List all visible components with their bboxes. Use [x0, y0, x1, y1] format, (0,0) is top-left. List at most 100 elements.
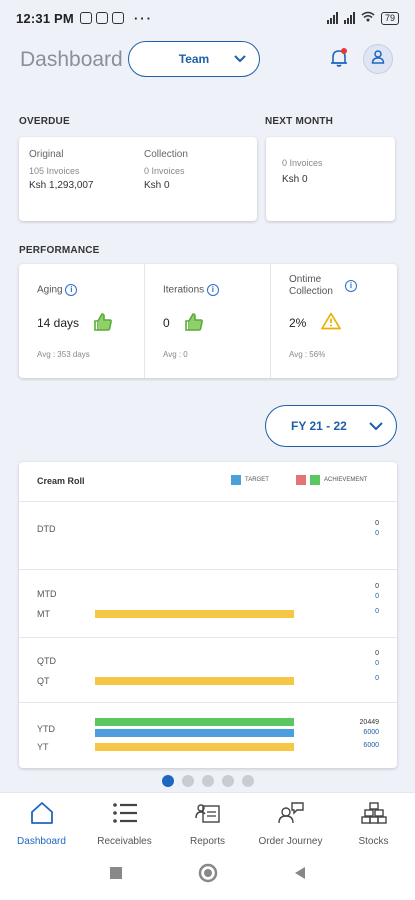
- target-achievement-chart[interactable]: Cream Roll TARGET ACHIEVEMENT DTD 0 0 MT…: [19, 462, 397, 768]
- team-selector-label: Team: [178, 52, 210, 66]
- user-profile-button[interactable]: [363, 44, 393, 74]
- collection-invoices: 0 Invoices: [144, 166, 185, 176]
- ytd-value-achievement: 20449: [359, 719, 379, 726]
- bottom-navigation: Dashboard Receivables Reports Order Jour…: [0, 792, 415, 850]
- carousel-pager: [0, 775, 415, 787]
- home-icon: [29, 801, 55, 830]
- pager-dot[interactable]: [221, 775, 234, 787]
- app-header: Dashboard Team: [0, 36, 415, 86]
- row-label-qt: QT: [37, 676, 50, 686]
- recents-icon[interactable]: [109, 866, 123, 885]
- row-label-mtd: MTD: [37, 589, 57, 599]
- ontime-collection-metric[interactable]: Ontime Collection i 2% Avg : 56%: [271, 264, 397, 378]
- signal-icon: [326, 12, 338, 24]
- legend-swatch-target: [231, 475, 241, 485]
- collection-label: Collection: [144, 149, 188, 160]
- chart-group-dtd: DTD 0 0: [19, 502, 397, 570]
- iterations-value: 0: [163, 316, 170, 330]
- system-navigation-bar: [0, 850, 415, 900]
- qtd-value-2: 0: [375, 660, 379, 667]
- mtd-value-2: 0: [375, 593, 379, 600]
- next-month-invoices: 0 Invoices: [282, 158, 323, 168]
- ontime-label-line2: Collection: [289, 286, 333, 297]
- more-notifications-icon: ···: [133, 10, 153, 26]
- row-label-mt: MT: [37, 609, 50, 619]
- original-invoices: 105 Invoices: [29, 166, 80, 176]
- aging-value: 14 days: [37, 316, 80, 330]
- dtd-value-1: 0: [375, 520, 379, 527]
- info-icon[interactable]: i: [345, 280, 357, 292]
- nav-order-journey[interactable]: Order Journey: [249, 793, 332, 850]
- message-icon: [111, 12, 124, 24]
- ontime-avg: Avg : 56%: [289, 350, 326, 359]
- ytd-value-target: 6000: [363, 729, 379, 736]
- original-amount: Ksh 1,293,007: [29, 180, 94, 191]
- back-icon[interactable]: [293, 866, 307, 885]
- ontime-value: 2%: [289, 316, 307, 330]
- nav-dashboard[interactable]: Dashboard: [0, 793, 83, 850]
- nav-label: Reports: [189, 836, 225, 847]
- dtd-value-2: 0: [375, 530, 379, 537]
- aging-avg: Avg : 353 days: [37, 350, 90, 359]
- nav-reports[interactable]: Reports: [166, 793, 249, 850]
- mt-value: 0: [375, 608, 379, 615]
- row-label-qtd: QTD: [37, 656, 56, 666]
- app-notification-icon: [95, 12, 108, 24]
- thumbs-up-icon: [93, 312, 113, 335]
- bar-ytd-target: [95, 729, 294, 737]
- info-icon[interactable]: i: [65, 284, 78, 296]
- nav-label: Receivables: [97, 836, 152, 847]
- next-month-amount: Ksh 0: [282, 174, 308, 185]
- fiscal-year-label: FY 21 - 22: [291, 419, 347, 433]
- mtd-value-1: 0: [375, 583, 379, 590]
- collection-amount: Ksh 0: [144, 180, 170, 191]
- row-label-yt: YT: [37, 742, 49, 752]
- performance-section-label: PERFORMANCE: [19, 245, 100, 256]
- battery-icon: 79: [380, 11, 399, 25]
- aging-metric[interactable]: Aging i 14 days Avg : 353 days: [19, 264, 145, 378]
- nav-receivables[interactable]: Receivables: [83, 793, 166, 850]
- bar-yt-target: [95, 743, 294, 751]
- next-month-section-label: NEXT MONTH: [265, 116, 334, 127]
- status-time: 12:31 PM: [16, 10, 74, 26]
- signal-icon: [343, 12, 355, 24]
- wifi-icon: [361, 11, 375, 25]
- nav-label: Stocks: [358, 836, 389, 847]
- row-label-ytd: YTD: [37, 724, 55, 734]
- pager-dot[interactable]: [201, 775, 214, 787]
- qt-value: 0: [375, 675, 379, 682]
- team-selector[interactable]: Team: [128, 41, 260, 77]
- chart-group-qtd: QTD 0 0 QT 0: [19, 638, 397, 703]
- home-circle-icon[interactable]: [198, 863, 218, 888]
- legend-swatch-achievement-green: [310, 475, 320, 485]
- iterations-label: Iterations: [163, 284, 205, 296]
- pager-dot[interactable]: [181, 775, 194, 787]
- overdue-section-label: OVERDUE: [19, 116, 70, 127]
- qtd-value-1: 0: [375, 650, 379, 657]
- thumbs-up-icon: [184, 312, 204, 335]
- performance-card: Aging i 14 days Avg : 353 days Iteration…: [19, 264, 397, 378]
- legend-achievement: ACHIEVEMENT: [296, 475, 367, 485]
- overdue-card[interactable]: Original 105 Invoices Ksh 1,293,007 Coll…: [19, 137, 257, 221]
- yt-value: 6000: [363, 742, 379, 749]
- next-month-card[interactable]: 0 Invoices Ksh 0: [266, 137, 395, 221]
- iterations-metric[interactable]: Iterations i 0 Avg : 0: [145, 264, 271, 378]
- page-title: Dashboard: [20, 48, 123, 71]
- app-notification-icon: [79, 12, 92, 24]
- info-icon[interactable]: i: [206, 284, 219, 296]
- chevron-down-icon: [233, 51, 247, 68]
- user-icon: [370, 49, 386, 70]
- stocks-icon: [360, 801, 387, 830]
- nav-stocks[interactable]: Stocks: [332, 793, 415, 850]
- chevron-down-icon: [368, 418, 384, 437]
- notification-bell-icon[interactable]: [327, 46, 351, 70]
- pager-dot[interactable]: [241, 775, 254, 787]
- legend-target: TARGET: [231, 475, 269, 485]
- warning-icon: [321, 312, 341, 333]
- pager-dot[interactable]: [161, 775, 174, 787]
- bar-mt-target: [95, 610, 294, 618]
- ontime-label-line1: Ontime: [289, 274, 322, 285]
- fiscal-year-selector[interactable]: FY 21 - 22: [265, 405, 397, 447]
- order-journey-icon: [277, 801, 304, 830]
- iterations-avg: Avg : 0: [163, 350, 188, 359]
